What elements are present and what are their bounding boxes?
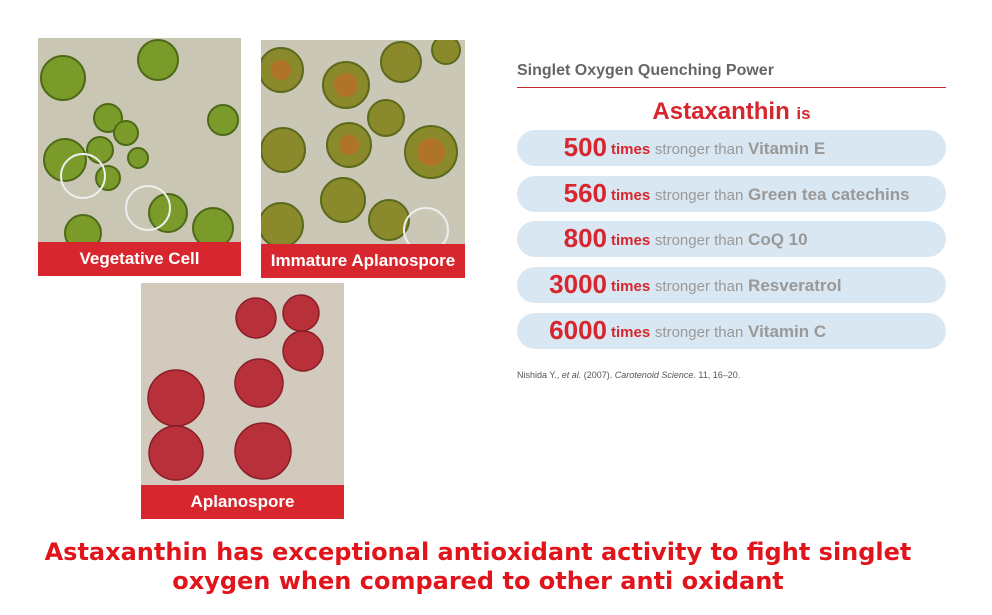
target: Resveratrol bbox=[748, 276, 842, 296]
cite-pages: 11, 16–20. bbox=[698, 370, 741, 380]
target: Vitamin E bbox=[748, 139, 826, 158]
cite-author: Nishida Y., bbox=[517, 370, 560, 380]
comparison-text: times stronger than Green tea catechins bbox=[611, 185, 910, 205]
multiplier: 6000 bbox=[549, 314, 607, 345]
citation: Nishida Y., et al. (2007). Carotenoid Sc… bbox=[517, 370, 740, 380]
comparison-row: 6000 times stronger than Vitamin C bbox=[517, 312, 946, 349]
multiplier: 560 bbox=[563, 177, 607, 208]
comparison-row: 560 times stronger than Green tea catechi… bbox=[517, 175, 946, 212]
cite-etal: et al. bbox=[561, 370, 582, 380]
caption-line: oxygen when compared to other anti oxida… bbox=[172, 567, 784, 595]
unit: times bbox=[611, 141, 651, 158]
unit: times bbox=[611, 323, 651, 341]
comparison-text: times stronger than Vitamin E bbox=[611, 139, 825, 159]
multiplier: 800 bbox=[563, 223, 607, 254]
multiplier: 500 bbox=[563, 132, 607, 162]
image-label: Vegetative Cell bbox=[38, 242, 241, 276]
cite-journal: Carotenoid Science. bbox=[614, 370, 696, 380]
headline-suffix: is bbox=[796, 104, 811, 123]
panel-title: Singlet Oxygen Quenching Power bbox=[517, 62, 774, 79]
unit: times bbox=[611, 186, 651, 204]
phrase: stronger than bbox=[654, 323, 744, 341]
comparison-row: 3000 times stronger than Resveratrol bbox=[517, 267, 946, 304]
unit: times bbox=[611, 278, 651, 296]
comparison-row: 500 times stronger than Vitamin E bbox=[517, 130, 946, 166]
target: CoQ 10 bbox=[748, 230, 808, 250]
image-label: Immature Aplanospore bbox=[261, 244, 465, 278]
target: Green tea catechins bbox=[748, 184, 910, 204]
phrase: stronger than bbox=[654, 278, 744, 296]
photo-immature: Immature Aplanospore bbox=[261, 40, 465, 278]
comparison-row: 800 times stronger than CoQ 10 bbox=[517, 221, 946, 258]
photo-aplanospore: Aplanospore bbox=[141, 283, 344, 519]
photo-vegetative: Vegetative Cell bbox=[38, 38, 241, 276]
multiplier: 3000 bbox=[549, 269, 607, 300]
phrase: stronger than bbox=[654, 141, 744, 158]
target: Vitamin C bbox=[748, 321, 827, 341]
unit: times bbox=[611, 232, 651, 250]
phrase: stronger than bbox=[654, 232, 744, 250]
divider bbox=[517, 87, 946, 88]
caption-line: Astaxanthin has exceptional antioxidant … bbox=[44, 538, 912, 566]
comparison-text: times stronger than Vitamin C bbox=[611, 322, 826, 342]
image-label: Aplanospore bbox=[141, 485, 344, 519]
phrase: stronger than bbox=[654, 186, 744, 204]
cite-year: (2007). bbox=[583, 370, 613, 380]
micrograph bbox=[141, 283, 344, 519]
comparison-text: times stronger than CoQ 10 bbox=[611, 230, 808, 250]
headline: Astaxanthin is bbox=[517, 98, 946, 126]
micrograph bbox=[261, 40, 465, 278]
headline-text: Astaxanthin bbox=[652, 98, 790, 125]
micrograph bbox=[38, 38, 241, 276]
comparison-text: times stronger than Resveratrol bbox=[611, 276, 842, 296]
